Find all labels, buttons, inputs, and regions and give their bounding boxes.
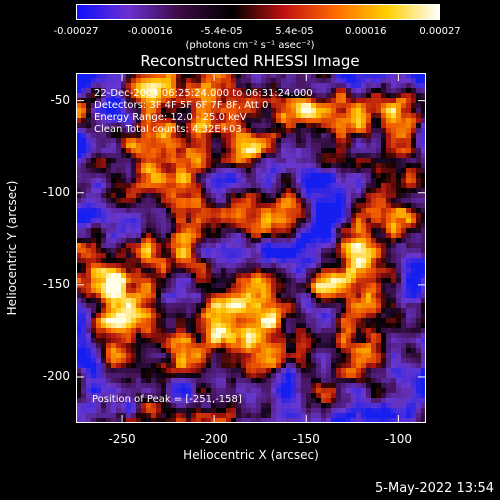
annotation-total-counts: Clean Total counts: 4.32E+03 <box>94 124 242 135</box>
colorbar-tick-label: 0.00027 <box>419 26 461 37</box>
x-tick-label: -250 <box>108 432 136 446</box>
plot-border <box>76 73 426 423</box>
x-tick-label: -150 <box>292 432 320 446</box>
annotation-energy-range: Energy Range: 12.0 - 25.0 keV <box>94 112 247 123</box>
y-axis-label: Heliocentric Y (arcsec) <box>5 180 19 316</box>
plot-title: Reconstructed RHESSI Image <box>140 52 360 70</box>
y-tick-label: -100 <box>42 184 70 199</box>
x-tick-label: -100 <box>384 432 412 446</box>
y-tick-label: -200 <box>42 368 70 383</box>
colorbar-tick-label: 0.00016 <box>345 26 387 37</box>
colorbar <box>76 4 440 20</box>
y-tick-label: -50 <box>50 92 70 107</box>
heatmap-cells <box>76 73 426 423</box>
heatmap-plot <box>76 73 426 423</box>
colorbar-tick-label: -5.4e-05 <box>200 26 243 37</box>
heatmap-image <box>76 73 426 423</box>
annotation-time-range: 22-Dec-2004 06:25:24.000 to 06:31:24.000 <box>94 88 313 99</box>
x-axis-label: Heliocentric X (arcsec) <box>183 448 319 462</box>
colorbar-tick-label: -0.00027 <box>53 26 99 37</box>
x-tick-label: -200 <box>200 432 228 446</box>
colorbar-tick-label: 5.4e-05 <box>275 26 314 37</box>
annotation-detectors: Detectors: 3F 4F 5F 6F 7F 8F, Att 0 <box>94 100 269 111</box>
timestamp: 5-May-2022 13:54 <box>375 481 494 496</box>
colorbar-units: (photons cm⁻² s⁻¹ asec⁻²) <box>185 40 315 51</box>
y-tick-label: -150 <box>42 276 70 291</box>
colorbar-tick-label: -0.00016 <box>127 26 173 37</box>
peak-position-label: Position of Peak = [-251,-158] <box>92 394 242 405</box>
